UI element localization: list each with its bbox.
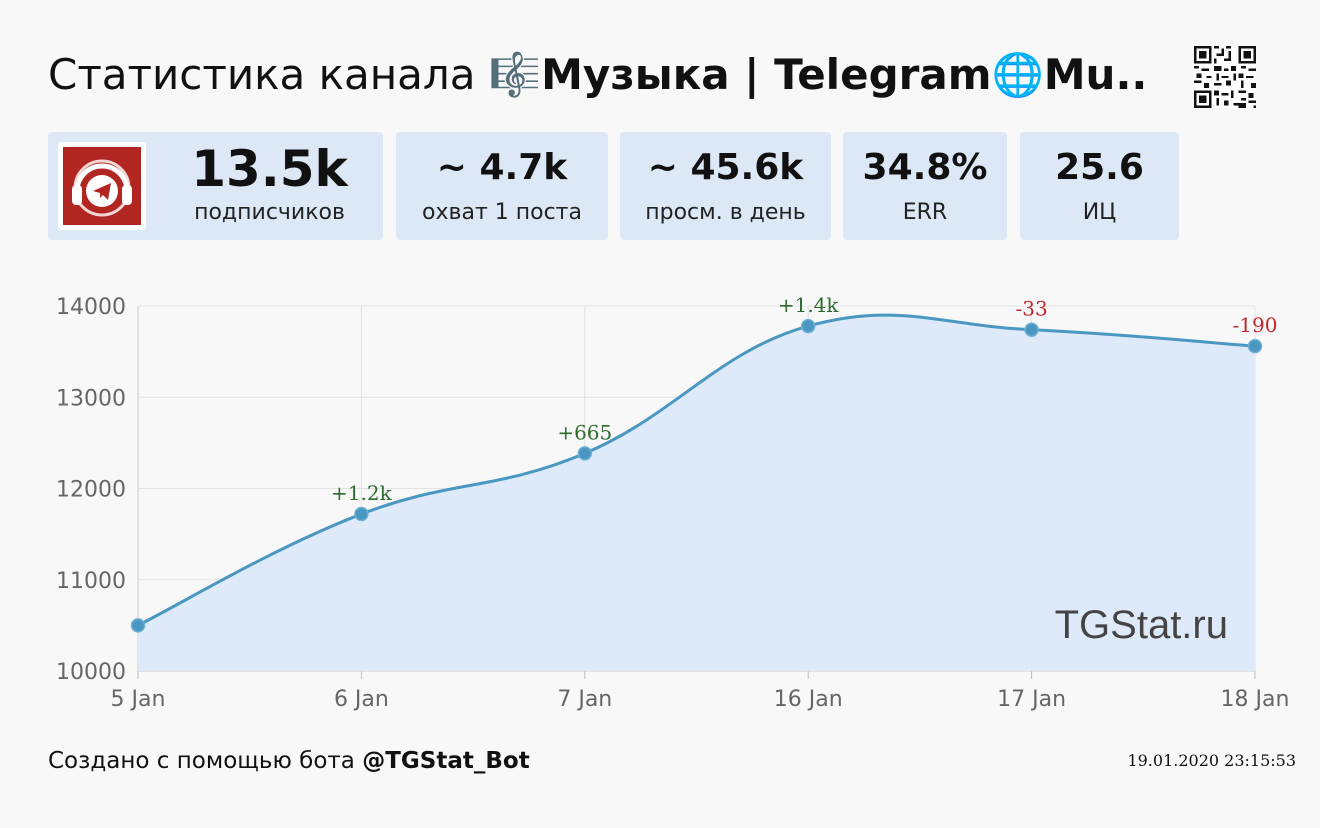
y-tick-label: 11000 xyxy=(56,569,126,594)
data-label: +665 xyxy=(557,420,612,444)
stat-value: ~ 4.7k xyxy=(436,147,568,188)
y-tick-label: 14000 xyxy=(56,295,126,320)
stat-value: 34.8% xyxy=(862,147,988,188)
stat-label: ИЦ xyxy=(1082,200,1117,225)
watermark: TGStat.ru xyxy=(1055,603,1228,647)
globe-icon: 🌐 xyxy=(991,50,1044,99)
stat-card-daily-views: ~ 45.6k просм. в день xyxy=(620,132,831,240)
data-point xyxy=(354,506,369,522)
footer-credit: Создано с помощью бота @TGStat_Bot xyxy=(48,746,530,776)
channel-avatar xyxy=(58,142,146,230)
stat-card-err: 34.8% ERR xyxy=(843,132,1007,240)
x-tick-label: 7 Jan xyxy=(557,687,612,712)
data-label: -33 xyxy=(1015,297,1047,321)
series-area xyxy=(138,315,1255,671)
stat-label: охват 1 поста xyxy=(422,200,582,225)
stat-value: 25.6 xyxy=(1055,147,1144,188)
x-tick-label: 18 Jan xyxy=(1221,687,1290,712)
stat-label: подписчиков xyxy=(194,200,345,225)
stat-card-citation-index: 25.6 ИЦ xyxy=(1020,132,1179,240)
y-tick-label: 13000 xyxy=(56,386,126,411)
series-line xyxy=(137,313,1256,627)
stat-label: просм. в день xyxy=(645,200,806,225)
x-tick-label: 6 Jan xyxy=(334,687,389,712)
y-tick-label: 10000 xyxy=(56,660,126,685)
stat-value: ~ 45.6k xyxy=(647,147,804,188)
data-point xyxy=(1247,338,1263,354)
data-point xyxy=(577,446,593,461)
data-point xyxy=(130,618,146,633)
data-point xyxy=(1024,322,1039,337)
footer-created-text: Создано с помощью бота xyxy=(48,748,363,774)
music-icon: 🎼 xyxy=(488,50,542,99)
telegram-headphones-logo-icon xyxy=(72,159,132,217)
footer-timestamp: 19.01.2020 23:15:53 xyxy=(1127,751,1296,770)
x-tick-label: 17 Jan xyxy=(997,687,1066,712)
stat-card-subscribers: 13.5k подписчиков xyxy=(48,132,383,240)
data-label: +1.4k xyxy=(778,293,840,317)
data-label: +1.2k xyxy=(331,481,393,505)
stat-value: 13.5k xyxy=(191,140,348,198)
x-tick-label: 16 Jan xyxy=(774,687,843,712)
x-tick-label: 5 Jan xyxy=(111,687,166,712)
data-point xyxy=(800,318,816,334)
stat-label: ERR xyxy=(902,200,948,225)
page-title: Статистика канала 🎼Музыка | Telegram🌐Mu.… xyxy=(48,48,1147,102)
footer-bot-handle: @TGStat_Bot xyxy=(362,748,530,774)
qr-code-icon xyxy=(1194,46,1256,108)
channel-name: Музыка | Telegram xyxy=(541,50,992,99)
stat-card-reach: ~ 4.7k охват 1 поста xyxy=(396,132,608,240)
data-label: -190 xyxy=(1233,313,1278,337)
y-tick-label: 12000 xyxy=(56,478,126,503)
channel-name-suffix: Mu.. xyxy=(1043,50,1148,99)
title-prefix: Статистика канала xyxy=(48,50,489,99)
